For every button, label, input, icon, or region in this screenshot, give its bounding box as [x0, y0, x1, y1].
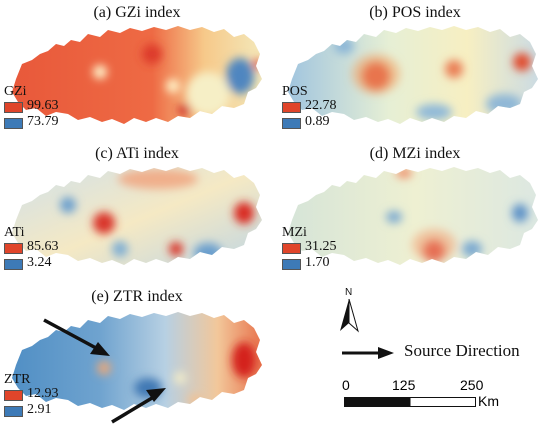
panel-ati: (c) ATi index ATi 85.63 3.24 — [2, 141, 272, 279]
legend-swatch-low — [4, 406, 23, 417]
source-direction-legend: Source Direction — [340, 341, 545, 365]
panel-title: (b) POS index — [369, 4, 461, 21]
legend-max: 31.25 — [305, 239, 337, 254]
legend-label: ATi — [4, 225, 25, 240]
source-direction-arrow — [111, 388, 166, 424]
legend-label: POS — [282, 84, 308, 99]
scale-tick-125: 125 — [392, 377, 416, 393]
panel-ztr: (e) ZTR index ZTR 12.93 2.91 — [2, 284, 272, 424]
pos-map — [288, 26, 538, 124]
legend-swatch-low — [282, 118, 301, 129]
gzi-map — [12, 26, 262, 124]
pos-legend: POS 22.78 0.89 — [282, 84, 362, 134]
legend-swatch-high — [282, 243, 301, 254]
panel-title: (a) GZi index — [93, 4, 181, 21]
legend-label: MZi — [282, 225, 307, 240]
panel-title: (d) MZi index — [369, 145, 461, 162]
source-direction-label: Source Direction — [404, 341, 520, 360]
scale-bar-graphic — [344, 397, 476, 407]
panel-pos: (b) POS index POS 22.78 0.89 — [280, 0, 550, 138]
legend-min: 0.89 — [305, 114, 330, 129]
legend-label: ZTR — [4, 372, 31, 387]
legend-min: 3.24 — [27, 255, 52, 270]
legend-swatch-high — [4, 243, 23, 254]
legend-max: 85.63 — [27, 239, 59, 254]
legend-max: 12.93 — [27, 386, 59, 401]
legend-swatch-low — [4, 259, 23, 270]
panel-gzi: (a) GZi index GZi 99.63 73.79 — [2, 0, 272, 138]
north-arrow-icon — [340, 299, 359, 333]
mzi-map — [288, 167, 538, 265]
legend-max: 99.63 — [27, 98, 59, 113]
source-direction-arrow — [43, 318, 110, 356]
legend-min: 73.79 — [27, 114, 59, 129]
scale-unit: Km — [478, 393, 499, 409]
legend-label: GZi — [4, 84, 27, 99]
north-arrow: N — [336, 287, 366, 333]
ztr-legend: ZTR 12.93 2.91 — [4, 372, 84, 422]
legend-swatch-high — [4, 102, 23, 113]
legend-swatch-high — [282, 102, 301, 113]
ati-map — [12, 167, 262, 265]
legend-swatch-high — [4, 390, 23, 401]
ztr-map — [12, 312, 262, 410]
legend-swatch-low — [282, 259, 301, 270]
legend-min: 2.91 — [27, 402, 52, 417]
map-extras: N Source Direction 0 125 250 Km — [330, 285, 545, 420]
scale-tick-0: 0 — [342, 377, 350, 393]
legend-min: 1.70 — [305, 255, 330, 270]
scale-bar: 0 125 250 Km — [340, 377, 540, 417]
panel-title: (e) ZTR index — [91, 288, 183, 305]
north-label: N — [345, 287, 353, 298]
scale-tick-250: 250 — [460, 377, 484, 393]
legend-max: 22.78 — [305, 98, 337, 113]
panel-title: (c) ATi index — [95, 145, 179, 162]
legend-swatch-low — [4, 118, 23, 129]
ati-legend: ATi 85.63 3.24 — [4, 225, 84, 275]
arrow-right-icon — [342, 347, 394, 359]
gzi-legend: GZi 99.63 73.79 — [4, 84, 84, 134]
panel-mzi: (d) MZi index MZi 31.25 1.70 — [280, 141, 550, 279]
mzi-legend: MZi 31.25 1.70 — [282, 225, 362, 275]
